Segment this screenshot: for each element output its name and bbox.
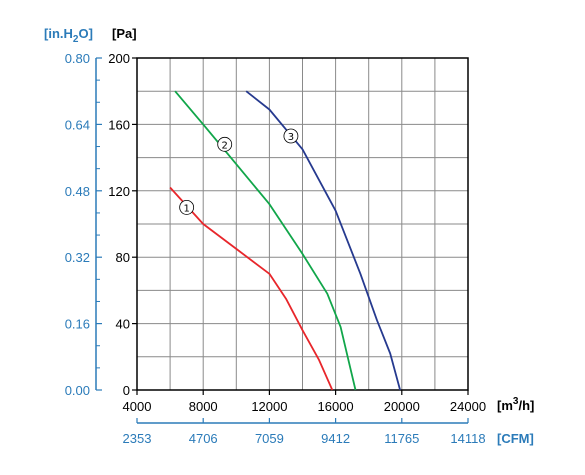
y-tick-label: 40 [116,317,130,332]
y2-axis-unit: [in.H2O] [44,26,93,45]
y-tick-label: 80 [116,250,130,265]
series-line-2 [174,90,357,391]
y-tick-label: 120 [108,184,130,199]
y2-tick-label: 0.48 [65,184,90,199]
x2-axis-unit: [CFM] [497,431,534,446]
x2-tick-label: 4706 [189,431,218,446]
grid [137,58,468,390]
y-ticks: 0 40 80 120 160 200 [108,51,137,398]
y2-tick-label: 0.00 [65,383,90,398]
y2-tick-label: 0.16 [65,317,90,332]
series-line-1 [169,186,334,391]
curves [169,90,401,391]
y2-tick-label: 0.64 [65,117,90,132]
series-label-3: 3 [288,132,294,143]
series-label-bg-2 [217,136,233,152]
curve-labels: 1 2 3 [179,128,299,215]
x2-tick-label: 2353 [123,431,152,446]
plot-frame [136,57,469,391]
y-axis-unit: [Pa] [112,26,137,41]
x2-ticks: 2353 4706 7059 9412 11765 14118 [123,418,486,446]
x2-tick-label: 7059 [255,431,284,446]
y2-tick-label: 0.80 [65,51,90,66]
series-label-2: 2 [222,140,228,151]
y2-ticks: 0.00 0.16 0.32 0.48 0.64 0.80 [65,51,102,398]
x-ticks: 4000 8000 12000 16000 20000 24000 [123,390,486,414]
x-tick-label: 16000 [318,399,354,414]
y-tick-label: 160 [108,117,130,132]
series-label-bg-1 [179,199,195,215]
x-tick-label: 12000 [251,399,287,414]
series-label-bg-3 [283,128,299,144]
x-tick-label: 24000 [450,399,486,414]
y-tick-label: 0 [123,383,130,398]
x-tick-label: 8000 [189,399,218,414]
series-line-3 [245,90,401,391]
y2-tick-label: 0.32 [65,250,90,265]
x2-tick-label: 14118 [450,431,485,446]
series-label-1: 1 [183,203,189,214]
x-tick-label: 20000 [384,399,420,414]
x2-tick-label: 9412 [321,431,350,446]
x-axis-unit: [m3/h] [497,396,534,413]
x2-tick-label: 11765 [384,431,419,446]
x-tick-label: 4000 [123,399,152,414]
y-tick-label: 200 [108,51,130,66]
